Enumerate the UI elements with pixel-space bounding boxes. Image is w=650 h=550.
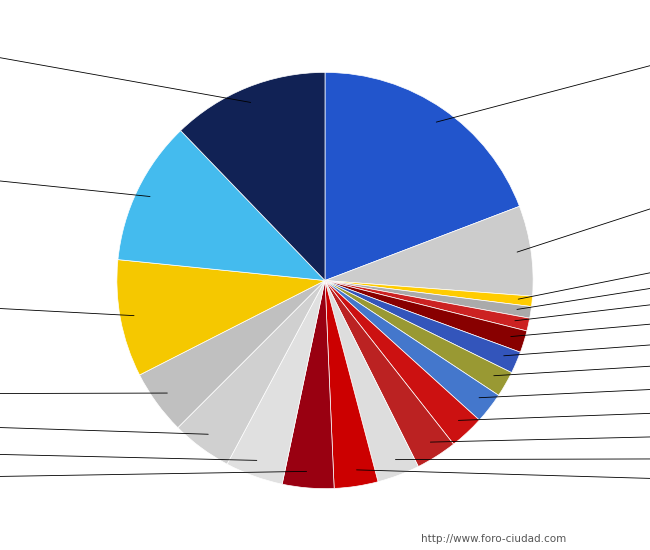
Wedge shape	[325, 280, 521, 373]
Wedge shape	[140, 280, 325, 428]
Text: Italia 4.5%: Italia 4.5%	[0, 446, 257, 460]
Wedge shape	[118, 130, 325, 280]
Wedge shape	[117, 260, 325, 375]
Text: China 2.7%: China 2.7%	[458, 400, 650, 420]
Wedge shape	[282, 280, 334, 488]
Text: Luxemburgo 1.7%: Luxemburgo 1.7%	[511, 298, 650, 337]
Text: Polonia 2.4%: Polonia 2.4%	[479, 374, 650, 398]
Wedge shape	[325, 73, 519, 280]
Text: Pinto - Turistas extranjeros según país - Abril de 2024: Pinto - Turistas extranjeros según país …	[129, 14, 521, 30]
Text: Países Bajos 12.2%: Países Bajos 12.2%	[0, 20, 251, 102]
Wedge shape	[178, 280, 325, 464]
Wedge shape	[325, 280, 530, 331]
Wedge shape	[325, 280, 378, 488]
Wedge shape	[227, 280, 325, 484]
Text: EEUU 3.2%: EEUU 3.2%	[430, 427, 650, 442]
Text: Liechtenstein 1.0%: Liechtenstein 1.0%	[515, 272, 650, 321]
Wedge shape	[325, 280, 512, 395]
Wedge shape	[325, 280, 454, 466]
Wedge shape	[181, 73, 325, 280]
Text: Bélgica 4.0%: Bélgica 4.0%	[0, 471, 307, 485]
Text: Marruecos 0.9%: Marruecos 0.9%	[517, 247, 650, 310]
Text: Rumanía 0.8%: Rumanía 0.8%	[518, 223, 650, 299]
Text: Alemania 9.1%: Alemania 9.1%	[0, 294, 134, 316]
Text: Austria 3.4%: Austria 3.4%	[357, 470, 650, 490]
Wedge shape	[325, 280, 532, 318]
Wedge shape	[325, 280, 479, 444]
Wedge shape	[325, 280, 419, 482]
Text: Colombia 2.0%: Colombia 2.0%	[494, 348, 650, 376]
Text: Portugal 11.2%: Portugal 11.2%	[0, 158, 150, 196]
Text: Francia 19.2%: Francia 19.2%	[436, 1, 650, 122]
Text: Dinamarca 1.7%: Dinamarca 1.7%	[504, 323, 650, 356]
Text: Suecia 5.0%: Suecia 5.0%	[0, 389, 167, 399]
Text: Otros 7.0%: Otros 7.0%	[517, 134, 650, 252]
Text: http://www.foro-ciudad.com: http://www.foro-ciudad.com	[421, 535, 567, 544]
Text: Suiza 4.7%: Suiza 4.7%	[0, 417, 208, 434]
Wedge shape	[325, 206, 533, 296]
Wedge shape	[325, 280, 532, 306]
Text: Reino Unido 3.3%: Reino Unido 3.3%	[395, 453, 650, 463]
Wedge shape	[325, 280, 527, 352]
Wedge shape	[325, 280, 499, 420]
